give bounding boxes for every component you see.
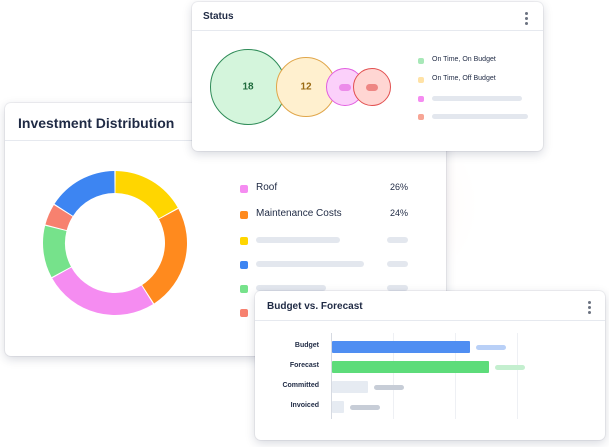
bar-row: Committed bbox=[255, 381, 595, 393]
bubble-count: 12 bbox=[300, 81, 312, 93]
legend-swatch bbox=[418, 58, 424, 64]
status-card: Status 18 12 On Time, On Budget On Time, O… bbox=[192, 2, 543, 151]
legend-swatch bbox=[240, 185, 248, 193]
donut-slice-0[interactable] bbox=[115, 171, 178, 219]
bar-category-label: Committed bbox=[282, 382, 319, 389]
more-options-icon[interactable] bbox=[525, 12, 529, 27]
bubble-placeholder bbox=[366, 83, 378, 91]
legend-item[interactable] bbox=[240, 283, 420, 297]
legend-placeholder bbox=[256, 285, 326, 291]
legend-placeholder bbox=[256, 261, 364, 267]
legend-label: Maintenance Costs bbox=[256, 208, 342, 219]
legend-item[interactable] bbox=[418, 112, 528, 124]
donut-slice-5[interactable] bbox=[54, 171, 115, 216]
budget-forecast-card: Budget vs. Forecast Budget Forecast Commit… bbox=[255, 291, 605, 440]
bar-category-label: Forecast bbox=[289, 362, 319, 369]
legend-placeholder bbox=[432, 114, 528, 119]
status-bubble[interactable]: 18 bbox=[210, 49, 286, 125]
more-options-icon[interactable] bbox=[588, 301, 592, 316]
card-title: Investment Distribution bbox=[18, 115, 175, 131]
investment-donut-chart bbox=[42, 171, 188, 315]
legend-placeholder bbox=[432, 96, 522, 101]
bubble-placeholder bbox=[339, 83, 351, 91]
legend-swatch bbox=[240, 261, 248, 269]
legend-swatch bbox=[240, 309, 248, 317]
gridline bbox=[517, 333, 518, 419]
bar-forecast[interactable] bbox=[332, 361, 490, 373]
legend-item[interactable]: On Time, On Budget bbox=[418, 56, 528, 68]
legend-label: On Time, On Budget bbox=[432, 56, 496, 63]
bubble-count: 18 bbox=[242, 81, 254, 93]
legend-label: On Time, Off Budget bbox=[432, 75, 496, 82]
donut-slice-4[interactable] bbox=[45, 204, 73, 231]
card-title: Budget vs. Forecast bbox=[267, 301, 363, 312]
legend-percent: 24% bbox=[390, 208, 409, 218]
bar-row: Forecast bbox=[255, 361, 595, 373]
donut-slice-2[interactable] bbox=[52, 267, 154, 315]
bar-value-placeholder bbox=[476, 345, 506, 350]
gridline bbox=[393, 333, 394, 419]
bar-committed[interactable] bbox=[332, 381, 369, 393]
bar-value-placeholder bbox=[374, 385, 405, 390]
card-header: Status bbox=[192, 2, 543, 31]
bar-category-label: Invoiced bbox=[290, 402, 319, 409]
card-title: Status bbox=[203, 11, 234, 22]
bar-category-label: Budget bbox=[294, 342, 319, 349]
legend-swatch bbox=[418, 96, 424, 102]
bar-budget[interactable] bbox=[332, 341, 470, 353]
bar-row: Budget bbox=[255, 341, 595, 353]
legend-percent: 26% bbox=[390, 182, 409, 192]
legend-item[interactable]: On Time, Off Budget bbox=[418, 75, 528, 87]
bar-value-placeholder bbox=[495, 365, 526, 370]
y-axis-line bbox=[331, 333, 332, 419]
legend-swatch bbox=[240, 285, 248, 293]
legend-swatch bbox=[240, 211, 248, 219]
legend-item[interactable]: Roof 26% bbox=[240, 182, 420, 197]
legend-placeholder bbox=[256, 237, 340, 243]
donut-slice-1[interactable] bbox=[142, 208, 188, 304]
legend-item[interactable] bbox=[240, 235, 420, 249]
legend-item[interactable]: Maintenance Costs 24% bbox=[240, 208, 420, 223]
gridline bbox=[455, 333, 456, 419]
legend-swatch bbox=[418, 114, 424, 120]
legend-placeholder bbox=[387, 261, 408, 267]
status-bubble[interactable] bbox=[353, 68, 391, 106]
legend-placeholder bbox=[387, 285, 408, 291]
card-header: Budget vs. Forecast bbox=[255, 291, 605, 321]
donut-slice-3[interactable] bbox=[42, 225, 71, 278]
legend-label: Roof bbox=[256, 182, 278, 193]
legend-placeholder bbox=[387, 237, 408, 243]
legend-swatch bbox=[418, 77, 424, 83]
legend-item[interactable] bbox=[418, 94, 528, 106]
legend-item[interactable] bbox=[240, 259, 420, 273]
bar-value-placeholder bbox=[349, 405, 380, 410]
bar-row: Invoiced bbox=[255, 401, 595, 413]
legend-swatch bbox=[240, 237, 248, 245]
bar-invoiced[interactable] bbox=[332, 401, 344, 413]
